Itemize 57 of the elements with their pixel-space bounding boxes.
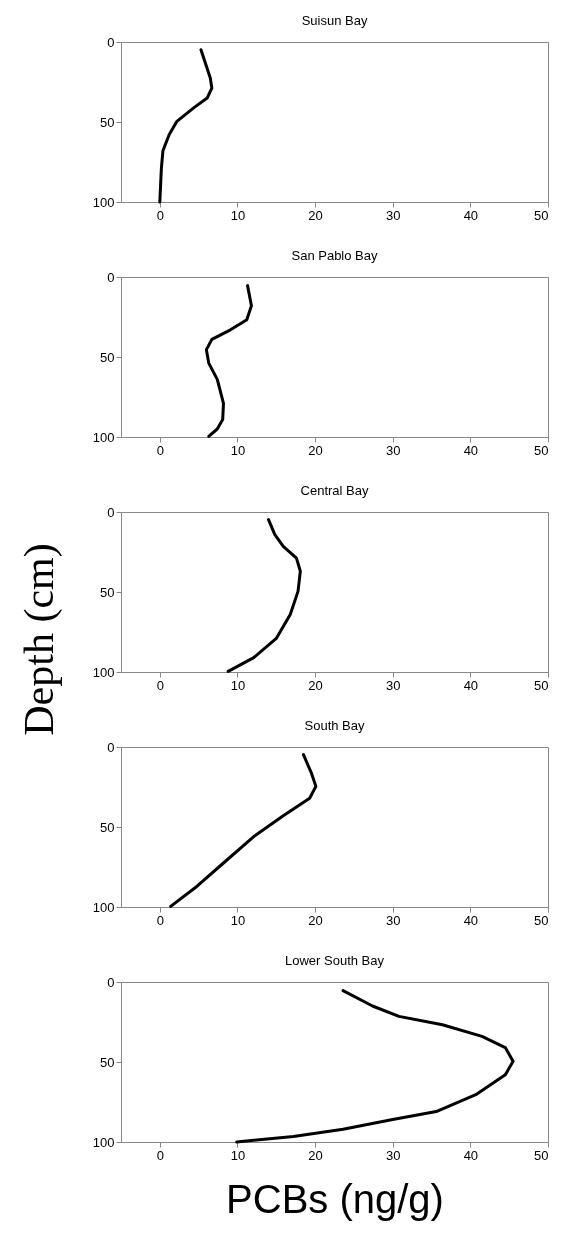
x-tick-label: 40 xyxy=(463,207,479,223)
x-axis-title: PCBs (ng/g) xyxy=(226,1176,444,1221)
x-tick-label: 10 xyxy=(230,442,246,458)
y-tick-label: 100 xyxy=(92,429,115,445)
y-tick-label: 50 xyxy=(100,819,115,835)
line-series xyxy=(235,989,515,1144)
y-tick-label: 0 xyxy=(107,504,115,520)
x-tick-label: 50 xyxy=(534,442,549,458)
x-tick-label: 20 xyxy=(308,207,323,223)
x-tick-label: 20 xyxy=(308,1147,323,1163)
x-tick-label: 40 xyxy=(463,442,479,458)
x-tick-label: 50 xyxy=(534,1147,549,1163)
chart-title: Central Bay xyxy=(300,483,369,498)
x-tick-label: 40 xyxy=(463,1147,479,1163)
y-tick-label: 100 xyxy=(92,1134,115,1150)
x-tick-label: 50 xyxy=(534,207,549,223)
x-tick-label: 50 xyxy=(534,912,549,928)
x-tick-label: 30 xyxy=(385,1147,401,1163)
y-tick-label: 50 xyxy=(100,584,115,600)
line-series xyxy=(204,284,253,438)
chart-title: Lower South Bay xyxy=(284,953,385,968)
x-tick-label: 50 xyxy=(534,677,549,693)
x-tick-label: 0 xyxy=(156,1147,164,1163)
x-tick-label: 40 xyxy=(463,912,479,928)
x-tick-label: 10 xyxy=(230,1147,246,1163)
x-tick-label: 40 xyxy=(463,677,479,693)
y-tick-label: 100 xyxy=(92,899,115,915)
chart-title: San Pablo Bay xyxy=(291,248,378,263)
y-axis-title: Depth (cm) xyxy=(15,543,63,736)
line-series xyxy=(158,48,214,204)
x-tick-label: 0 xyxy=(156,912,164,928)
chart-title: South Bay xyxy=(304,718,365,733)
x-tick-label: 30 xyxy=(385,677,401,693)
y-tick-label: 0 xyxy=(107,269,115,285)
x-tick-label: 30 xyxy=(385,442,401,458)
x-tick-label: 10 xyxy=(230,677,246,693)
x-tick-label: 20 xyxy=(308,677,323,693)
line-series xyxy=(169,753,318,908)
x-tick-label: 20 xyxy=(308,912,323,928)
x-tick-label: 20 xyxy=(308,442,323,458)
x-tick-label: 0 xyxy=(156,442,164,458)
y-tick-label: 0 xyxy=(107,34,115,50)
y-tick-label: 50 xyxy=(100,114,115,130)
y-tick-label: 50 xyxy=(100,349,115,365)
x-tick-label: 30 xyxy=(385,207,401,223)
x-tick-label: 10 xyxy=(230,207,246,223)
y-tick-label: 0 xyxy=(107,739,115,755)
line-series xyxy=(226,518,302,673)
y-tick-label: 0 xyxy=(107,974,115,990)
x-tick-label: 10 xyxy=(230,912,246,928)
y-tick-label: 50 xyxy=(100,1054,115,1070)
y-tick-label: 100 xyxy=(92,664,115,680)
x-tick-label: 0 xyxy=(156,677,164,693)
x-tick-label: 0 xyxy=(156,207,164,223)
x-tick-label: 30 xyxy=(385,912,401,928)
chart-title: Suisun Bay xyxy=(301,13,368,28)
y-tick-label: 100 xyxy=(92,194,115,210)
